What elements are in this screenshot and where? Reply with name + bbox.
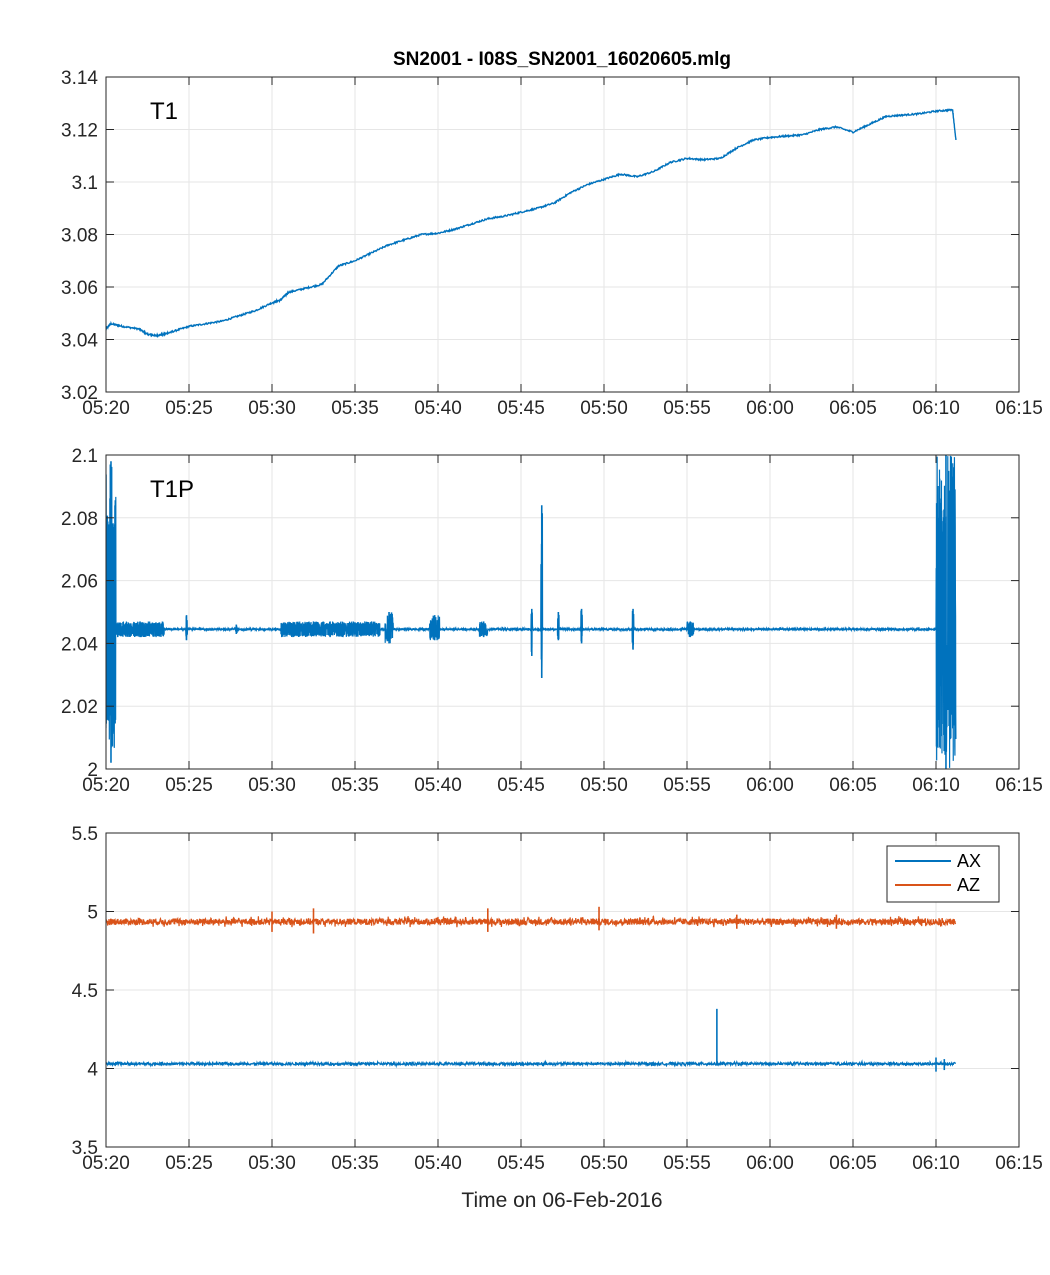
- x-tick-label: 05:20: [82, 1153, 130, 1174]
- x-tick-label: 05:35: [331, 775, 379, 796]
- x-tick-label: 06:05: [829, 1153, 877, 1174]
- y-tick-label: 3.1: [72, 173, 98, 194]
- x-tick-label: 05:40: [414, 398, 462, 419]
- panel-label: T1: [150, 98, 178, 125]
- x-tick-label: 05:40: [414, 1153, 462, 1174]
- x-tick-label: 05:35: [331, 1153, 379, 1174]
- y-tick-label: 2.04: [61, 634, 98, 655]
- x-tick-label: 05:25: [165, 1153, 213, 1174]
- plot-area: [106, 455, 1019, 769]
- y-axis: 3.02 3.04 3.06 3.08 3.1 3.12 3.14: [61, 68, 1019, 404]
- x-tick-label: 05:40: [414, 775, 462, 796]
- series-group: [106, 108, 957, 338]
- x-tick-label: 05:20: [82, 398, 130, 419]
- x-tick-label: 06:05: [829, 398, 877, 419]
- x-tick-label: 05:55: [663, 1153, 711, 1174]
- y-tick-label: 4.5: [72, 981, 98, 1002]
- y-tick-label: 2.02: [61, 697, 98, 718]
- series-line-ax: [106, 1059, 957, 1069]
- series-line: [106, 108, 957, 338]
- x-tick-label: 05:45: [497, 398, 545, 419]
- y-axis: 3.5 4 4.5 5 5.5: [72, 824, 1019, 1159]
- series-group: [106, 906, 957, 1072]
- series-line: [106, 455, 957, 768]
- legend-entry: AZ: [957, 875, 980, 895]
- y-tick-label: 2.06: [61, 572, 98, 593]
- y-tick-label: 5: [87, 903, 98, 924]
- y-tick-label: 3.14: [61, 68, 98, 89]
- x-tick-label: 06:15: [995, 1153, 1043, 1174]
- x-tick-label: 06:00: [746, 398, 794, 419]
- y-tick-label: 2.1: [72, 446, 98, 467]
- x-tick-label: 06:10: [912, 398, 960, 419]
- series-group: [106, 455, 957, 769]
- y-tick-label: 5.5: [72, 824, 98, 845]
- panel-t1: 05:20 05:25 05:30 05:35 05:40 05:45 05:50 05:55…: [61, 68, 1043, 419]
- x-tick-label: 05:30: [248, 1153, 296, 1174]
- x-axis: 05:20 05:25 05:30 05:35 05:40 05:45 05:50 05:55…: [82, 833, 1043, 1174]
- y-tick-label: 3.06: [61, 278, 98, 299]
- legend-entry: AX: [957, 851, 981, 871]
- x-tick-label: 05:45: [497, 775, 545, 796]
- x-axis: 05:20 05:25 05:30 05:35 05:40 05:45 05:50 05:55…: [82, 455, 1043, 796]
- x-tick-label: 06:00: [746, 1153, 794, 1174]
- y-tick-label: 3.12: [61, 121, 98, 142]
- x-tick-label: 06:10: [912, 775, 960, 796]
- x-tick-label: 05:55: [663, 775, 711, 796]
- legend: AX AZ: [886, 845, 1000, 903]
- y-tick-label: 3.02: [61, 383, 98, 404]
- panel-label: T1P: [150, 476, 194, 503]
- series-line-az: [106, 915, 957, 928]
- x-tick-label: 05:30: [248, 775, 296, 796]
- x-tick-label: 05:50: [580, 775, 628, 796]
- y-axis: 2 2.02 2.04 2.06 2.08 2.1: [61, 446, 1019, 781]
- axes-box: [105, 454, 1020, 770]
- panel-ax-az: 05:20 05:25 05:30 05:35 05:40 05:45 05:50 05:55…: [72, 824, 1043, 1174]
- x-tick-label: 05:20: [82, 775, 130, 796]
- x-tick-label: 06:10: [912, 1153, 960, 1174]
- y-tick-label: 4: [87, 1060, 98, 1081]
- x-tick-label: 05:55: [663, 398, 711, 419]
- y-tick-label: 3.04: [61, 331, 98, 352]
- x-tick-label: 05:25: [165, 398, 213, 419]
- y-tick-label: 3.08: [61, 226, 98, 247]
- y-tick-label: 3.5: [72, 1138, 98, 1159]
- x-tick-label: 05:35: [331, 398, 379, 419]
- panel-t1p: 05:20 05:25 05:30 05:35 05:40 05:45 05:50 05:55…: [61, 446, 1043, 796]
- x-axis: 05:20 05:25 05:30 05:35 05:40 05:45 05:50 05:55…: [82, 77, 1043, 419]
- y-tick-label: 2.08: [61, 509, 98, 530]
- x-tick-label: 05:45: [497, 1153, 545, 1174]
- chart-title: SN2001 - I08S_SN2001_16020605.mlg: [393, 49, 731, 70]
- x-tick-label: 05:30: [248, 398, 296, 419]
- x-tick-label: 05:50: [580, 1153, 628, 1174]
- y-tick-label: 2: [87, 760, 98, 781]
- x-tick-label: 06:15: [995, 775, 1043, 796]
- x-tick-label: 05:50: [580, 398, 628, 419]
- x-tick-label: 06:00: [746, 775, 794, 796]
- legend-box: [886, 845, 1000, 903]
- x-tick-label: 06:05: [829, 775, 877, 796]
- x-tick-label: 05:25: [165, 775, 213, 796]
- x-axis-label: Time on 06-Feb-2016: [461, 1189, 662, 1212]
- x-tick-label: 06:15: [995, 398, 1043, 419]
